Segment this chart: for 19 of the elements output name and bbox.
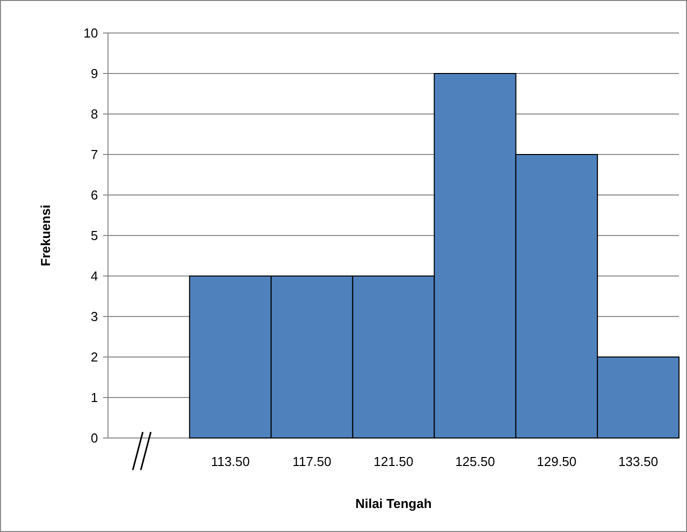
y-tick-label: 0 [90, 430, 98, 446]
y-tick-label: 5 [90, 228, 98, 244]
x-tick-label: 125.50 [455, 454, 495, 469]
y-tick-label: 4 [90, 268, 98, 284]
x-tick-label: 121.50 [374, 454, 414, 469]
x-axis-title: Nilai Tengah [355, 496, 432, 511]
y-tick-label: 9 [90, 66, 98, 82]
y-tick-label: 2 [90, 350, 98, 365]
y-tick-label: 7 [90, 147, 98, 162]
x-tick-label: 113.50 [210, 454, 250, 469]
x-tick-label: 129.50 [536, 454, 577, 469]
y-tick-label: 8 [90, 106, 98, 122]
y-axis-title: Frekuensi [38, 204, 53, 266]
y-tick-label: 3 [90, 309, 98, 324]
y-tick-label: 10 [84, 26, 98, 41]
x-tick-label: 133.50 [618, 454, 658, 469]
y-tick-label: 6 [90, 188, 98, 203]
x-tick-label: 117.50 [292, 454, 332, 469]
y-tick-label: 1 [90, 390, 98, 406]
